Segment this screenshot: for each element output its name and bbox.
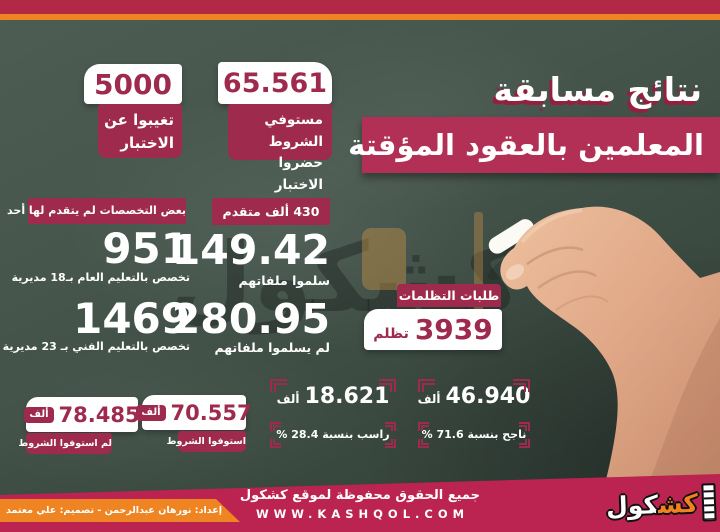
page-title-line1: نتائج مسابقة: [493, 70, 702, 109]
absent-label-badge: تغيبوا عن الاختبار: [98, 104, 182, 158]
watermark-orange-strip: [474, 212, 483, 330]
thousand-unit: ألف: [417, 392, 441, 406]
passed-label-text: ناجح بنسبة 71.6 %: [421, 428, 527, 441]
stat-label: تخصص بالتعليم العام بـ18 مديرية: [11, 271, 190, 284]
absent-count-badge: 5000: [84, 64, 182, 104]
stat-value: 149.42: [171, 226, 330, 274]
passed-stat-frame: 46.940 ألف ناجح بنسبة 71.6 %: [418, 379, 530, 448]
grievances-title-badge: طلبات التظلمات: [397, 284, 501, 307]
met-label-badge: استوفوا الشروط: [167, 431, 246, 452]
bracket-corner-icon: [519, 439, 530, 448]
not-met-label-badge: لم استوفوا الشروط: [18, 433, 112, 454]
watermark-orange-blob: [362, 228, 406, 290]
passed-number-row: 46.940 ألف: [418, 379, 530, 413]
logo-wordmark: كشكول: [605, 488, 699, 521]
not-met-count-badge: 78.485 ألف: [24, 397, 140, 432]
bracket-corner-icon: [513, 379, 530, 392]
failed-label-text: راسب بنسبة 28.4 %: [276, 428, 390, 441]
footer-rights-text: جميع الحقوق محفوظة لموقع كشكول: [239, 488, 480, 503]
bracket-corner-icon: [385, 422, 396, 431]
not-met-value: 78.485: [58, 402, 140, 427]
met-count-badge: 70.557 ألف: [136, 395, 252, 430]
bracket-corner-icon: [385, 439, 396, 448]
bracket-corner-icon: [270, 439, 281, 448]
no-applicants-title-badge: بعض التخصصات لم يتقدم لها أحد: [7, 198, 186, 224]
stat-label: لم يسلموا ملفاتهم: [214, 340, 331, 355]
eligible-label-badge: مستوفي الشروط حضروا الاختبار: [228, 104, 332, 193]
bracket-corner-icon: [519, 422, 530, 431]
bracket-corner-icon: [270, 379, 287, 392]
footer-credits: إعداد: نورهان عبدالرحمن - تصميم: علي معت…: [6, 505, 222, 516]
thousand-unit: ألف: [276, 392, 300, 406]
failed-stat-frame: 18.621 ألف راسب بنسبة 28.4 %: [270, 379, 396, 448]
kashkol-logo: كشكول: [605, 479, 717, 529]
page-title-banner: المعلمين بالعقود المؤقتة: [348, 117, 720, 173]
bracket-corner-icon: [418, 422, 429, 431]
failed-label: راسب بنسبة 28.4 %: [270, 422, 396, 448]
logo-first-letters: كش: [657, 488, 699, 519]
grievances-unit: تظلم: [373, 325, 409, 342]
grievances-count-badge: 3939 تظلم: [364, 309, 502, 350]
stat-label: سلموا ملفاتهم: [238, 273, 330, 288]
failed-value: 18.621: [304, 383, 390, 409]
thousand-unit-tag: ألف: [24, 406, 54, 423]
bracket-corner-icon: [270, 422, 281, 431]
stat-value: 280.95: [171, 295, 330, 343]
top-orange-stripe: [0, 14, 720, 20]
stat-label: تخصص بالتعليم الفني بـ 23 مديرية: [2, 340, 190, 353]
notebook-lines-icon: [701, 483, 717, 522]
applicants-title-badge: 430 ألف متقدم: [212, 198, 330, 225]
bracket-corner-icon: [418, 439, 429, 448]
met-value: 70.557: [170, 400, 252, 425]
eligible-count-badge: 65.561: [218, 62, 332, 104]
top-maroon-bar: [0, 0, 720, 14]
bracket-corner-icon: [418, 379, 435, 392]
hand-holding-chalk-icon: [487, 206, 720, 480]
footer-orange-ribbon: [0, 499, 240, 522]
stat-value: 1469: [73, 294, 190, 343]
logo-rest-letters: كول: [605, 489, 659, 521]
thousand-unit-tag: ألف: [136, 404, 166, 421]
footer-website-url: WWW.KASHQOL.COM: [255, 507, 470, 521]
failed-number-row: 18.621 ألف: [270, 379, 396, 413]
bracket-corner-icon: [379, 379, 396, 392]
passed-value: 46.940: [445, 383, 531, 409]
passed-label: ناجح بنسبة 71.6 %: [418, 422, 530, 448]
grievances-value: 3939: [414, 313, 493, 346]
stat-value: 951: [102, 224, 190, 273]
